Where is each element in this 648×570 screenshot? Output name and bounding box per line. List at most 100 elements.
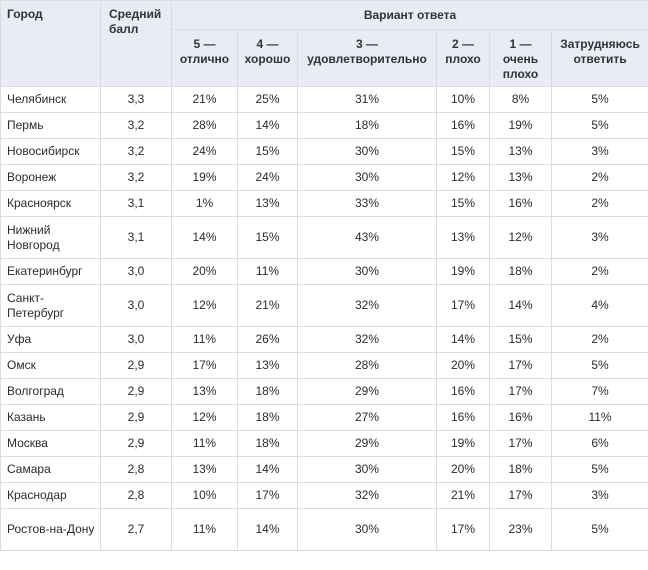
- header-row-top: Город Средний балл Вариант ответа: [0, 0, 648, 87]
- cell-city: Нижний Новгород: [0, 216, 101, 259]
- table-row: Воронеж 3,2 19% 24% 30% 12% 13% 2%: [0, 164, 648, 191]
- cell-option-4: 21%: [237, 284, 298, 327]
- cell-option-2: 10%: [436, 86, 490, 113]
- cell-option-5: 13%: [171, 378, 238, 405]
- cell-option-3: 30%: [297, 508, 437, 551]
- cell-undecided: 2%: [550, 258, 648, 285]
- cell-option-4: 25%: [237, 86, 298, 113]
- cell-option-1: 16%: [489, 404, 552, 431]
- cell-option-2: 20%: [436, 352, 490, 379]
- cell-undecided: 3%: [550, 138, 648, 165]
- cell-average: 3,2: [100, 138, 172, 165]
- cell-average: 2,7: [100, 508, 172, 551]
- table-row: Краснодар 2,8 10% 17% 32% 21% 17% 3%: [0, 482, 648, 509]
- cell-option-2: 16%: [436, 112, 490, 139]
- cell-option-5: 19%: [171, 164, 238, 191]
- cell-option-4: 14%: [237, 112, 298, 139]
- cell-option-1: 16%: [489, 190, 552, 217]
- cell-undecided: 2%: [550, 190, 648, 217]
- cell-option-2: 16%: [436, 378, 490, 405]
- table-row: Казань 2,9 12% 18% 27% 16% 16% 11%: [0, 404, 648, 431]
- header-row-options: 5 — отлично 4 — хорошо 3 — удовлетворите…: [1, 29, 648, 87]
- cell-city: Москва: [0, 430, 101, 457]
- cell-option-4: 15%: [237, 138, 298, 165]
- cell-option-3: 30%: [297, 164, 437, 191]
- header-option-3: 3 — удовлетворительно: [297, 29, 437, 87]
- table-row: Санкт-Петербург 3,0 12% 21% 32% 17% 14% …: [0, 284, 648, 327]
- cell-option-1: 8%: [489, 86, 552, 113]
- cell-average: 3,0: [100, 258, 172, 285]
- cell-city: Ростов-на-Дону: [0, 508, 101, 551]
- header-option-2: 2 — плохо: [436, 29, 490, 87]
- cell-average: 3,0: [100, 284, 172, 327]
- cell-undecided: 2%: [550, 164, 648, 191]
- cell-option-2: 20%: [436, 456, 490, 483]
- cell-option-2: 14%: [436, 326, 490, 353]
- cell-average: 3,1: [100, 216, 172, 259]
- cell-option-3: 43%: [297, 216, 437, 259]
- cell-option-3: 28%: [297, 352, 437, 379]
- table-row: Челябинск 3,3 21% 25% 31% 10% 8% 5%: [0, 86, 648, 113]
- cell-city: Красноярск: [0, 190, 101, 217]
- cell-average: 3,3: [100, 86, 172, 113]
- cell-average: 2,9: [100, 404, 172, 431]
- cell-city: Пермь: [0, 112, 101, 139]
- cell-average: 2,9: [100, 378, 172, 405]
- cell-undecided: 3%: [550, 216, 648, 259]
- cell-option-1: 14%: [489, 284, 552, 327]
- cell-option-2: 21%: [436, 482, 490, 509]
- cell-city: Новосибирск: [0, 138, 101, 165]
- cell-option-3: 27%: [297, 404, 437, 431]
- cell-undecided: 5%: [550, 352, 648, 379]
- cell-option-4: 13%: [237, 190, 298, 217]
- cell-undecided: 3%: [550, 482, 648, 509]
- cell-option-2: 13%: [436, 216, 490, 259]
- cell-option-5: 17%: [171, 352, 238, 379]
- header-average-score: Средний балл: [100, 0, 172, 87]
- cell-option-5: 14%: [171, 216, 238, 259]
- cell-option-4: 26%: [237, 326, 298, 353]
- cell-option-5: 11%: [171, 430, 238, 457]
- cell-option-4: 18%: [237, 378, 298, 405]
- cell-option-3: 33%: [297, 190, 437, 217]
- cell-option-1: 12%: [489, 216, 552, 259]
- cell-option-5: 10%: [171, 482, 238, 509]
- header-option-5: 5 — отлично: [171, 29, 238, 87]
- table-row: Москва 2,9 11% 18% 29% 19% 17% 6%: [0, 430, 648, 457]
- cell-option-3: 29%: [297, 378, 437, 405]
- cell-average: 2,8: [100, 456, 172, 483]
- header-city: Город: [0, 0, 101, 87]
- cell-undecided: 4%: [550, 284, 648, 327]
- cell-option-3: 30%: [297, 456, 437, 483]
- cell-option-5: 21%: [171, 86, 238, 113]
- cell-average: 2,9: [100, 352, 172, 379]
- cell-option-1: 19%: [489, 112, 552, 139]
- cell-undecided: 5%: [550, 86, 648, 113]
- cell-option-1: 17%: [489, 482, 552, 509]
- cell-option-1: 18%: [489, 456, 552, 483]
- cell-option-1: 17%: [489, 430, 552, 457]
- cell-option-4: 13%: [237, 352, 298, 379]
- cell-option-2: 15%: [436, 190, 490, 217]
- cell-option-4: 11%: [237, 258, 298, 285]
- cell-option-1: 23%: [489, 508, 552, 551]
- table-row: Екатеринбург 3,0 20% 11% 30% 19% 18% 2%: [0, 258, 648, 285]
- cell-option-5: 13%: [171, 456, 238, 483]
- table-row: Нижний Новгород 3,1 14% 15% 43% 13% 12% …: [0, 216, 648, 259]
- table-row: Волгоград 2,9 13% 18% 29% 16% 17% 7%: [0, 378, 648, 405]
- cell-option-2: 17%: [436, 284, 490, 327]
- cell-option-1: 13%: [489, 138, 552, 165]
- cell-option-1: 15%: [489, 326, 552, 353]
- cell-option-1: 17%: [489, 378, 552, 405]
- cell-option-3: 30%: [297, 138, 437, 165]
- cell-option-4: 17%: [237, 482, 298, 509]
- cell-city: Самара: [0, 456, 101, 483]
- table-row: Красноярск 3,1 1% 13% 33% 15% 16% 2%: [0, 190, 648, 217]
- cell-average: 3,1: [100, 190, 172, 217]
- cell-city: Екатеринбург: [0, 258, 101, 285]
- cell-option-5: 11%: [171, 326, 238, 353]
- cell-option-2: 12%: [436, 164, 490, 191]
- cell-option-5: 12%: [171, 404, 238, 431]
- cell-city: Краснодар: [0, 482, 101, 509]
- cell-option-2: 17%: [436, 508, 490, 551]
